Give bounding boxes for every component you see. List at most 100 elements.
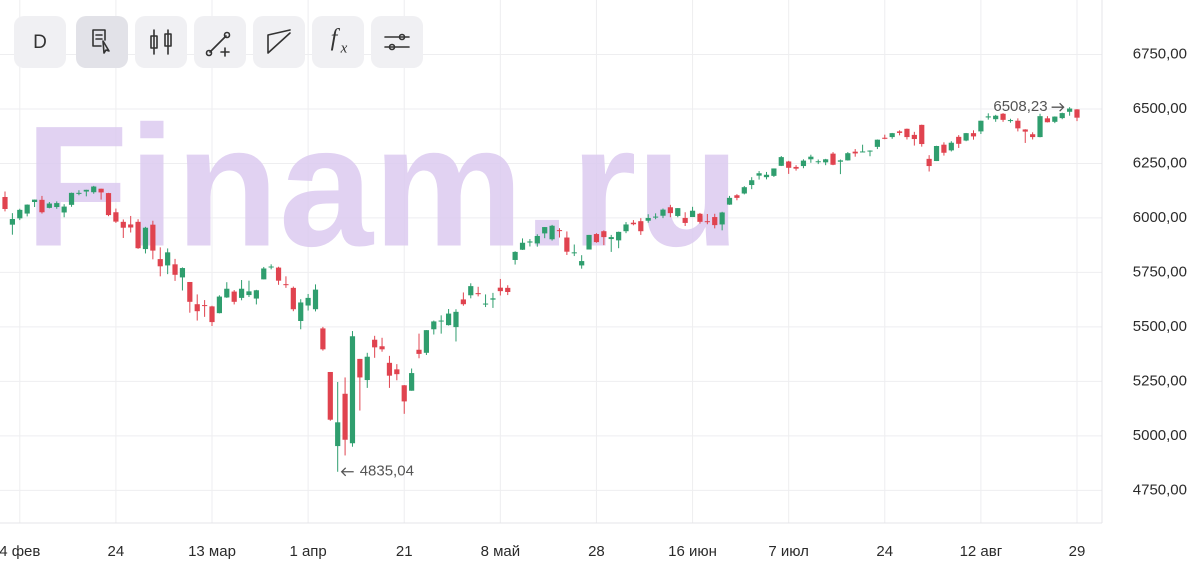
candle-body xyxy=(593,234,600,243)
draw-icon[interactable] xyxy=(209,35,230,57)
candle-body xyxy=(845,153,851,161)
x-tick-label: 8 май xyxy=(481,543,521,560)
candle-body xyxy=(852,151,858,154)
button-bg[interactable] xyxy=(312,16,364,68)
draw-icon-dot[interactable] xyxy=(205,49,213,57)
candle-body xyxy=(1000,113,1006,120)
candle-body xyxy=(734,195,740,198)
draw-icon-dot[interactable] xyxy=(223,31,231,39)
candle-body xyxy=(800,160,807,167)
settings-knob[interactable] xyxy=(398,33,406,41)
candle-body xyxy=(993,115,999,120)
candle-body xyxy=(697,213,703,222)
y-tick-label: 6750,00 xyxy=(1133,45,1187,62)
candle-body xyxy=(808,156,814,160)
interval-label[interactable]: D xyxy=(33,32,47,53)
candle-body xyxy=(571,252,577,254)
candle-body xyxy=(312,289,319,310)
candle-body xyxy=(438,320,444,322)
button-bg[interactable] xyxy=(76,16,128,68)
candle-body xyxy=(357,358,363,378)
candle-body xyxy=(719,212,725,225)
candle-body xyxy=(586,234,592,250)
candles-icon[interactable] xyxy=(150,29,172,55)
annotate-icon[interactable] xyxy=(92,29,110,54)
candle-body xyxy=(335,422,341,447)
candle-body xyxy=(165,252,171,266)
candle-body xyxy=(216,296,222,314)
candle-body xyxy=(1044,118,1051,123)
candle-body xyxy=(460,299,466,305)
y-tick-label: 4750,00 xyxy=(1133,481,1187,498)
candle-body xyxy=(128,224,134,228)
candle-body xyxy=(327,371,333,420)
high-arrow xyxy=(1051,102,1065,112)
candle-body xyxy=(409,373,415,391)
button-bg[interactable] xyxy=(135,16,187,68)
fib-button[interactable] xyxy=(253,16,305,68)
candle-body xyxy=(39,199,45,213)
candle-body xyxy=(135,221,141,249)
candle-body xyxy=(46,203,52,208)
x-tick-label: 16 июн xyxy=(668,543,717,560)
candle-body xyxy=(667,207,673,214)
button-bg[interactable] xyxy=(14,16,66,68)
candle-body xyxy=(771,168,777,176)
x-tick-label: 21 xyxy=(396,543,413,560)
candle-body xyxy=(763,174,770,178)
candle-body xyxy=(187,281,193,302)
candle-body xyxy=(542,227,548,234)
candle-body xyxy=(778,157,784,166)
candle-body xyxy=(534,236,540,244)
formula-f[interactable]: f xyxy=(331,26,341,52)
candle-body xyxy=(194,304,200,312)
x-tick-label: 7 июл xyxy=(768,543,809,560)
interval-button[interactable]: D xyxy=(14,16,66,68)
candle-body xyxy=(268,266,274,268)
candle-body xyxy=(468,286,474,296)
x-tick-label: 1 апр xyxy=(289,543,326,560)
formula-x[interactable]: x xyxy=(340,40,348,56)
candle-body xyxy=(860,151,866,153)
toolbar: D f x xyxy=(14,16,423,68)
candle-body xyxy=(372,339,378,348)
candle-body xyxy=(475,293,481,295)
candle-body xyxy=(386,362,393,376)
candle-body xyxy=(231,291,237,302)
candle-body xyxy=(756,173,762,176)
candle-body xyxy=(941,144,947,153)
candle-body xyxy=(1074,109,1080,118)
draw-button[interactable] xyxy=(194,16,246,68)
candle-body xyxy=(24,204,30,214)
candle-body xyxy=(919,124,925,145)
x-tick-label: 28 xyxy=(588,543,605,560)
annotate-button[interactable] xyxy=(76,16,128,68)
settings-button[interactable] xyxy=(371,16,423,68)
candle-body xyxy=(505,287,511,293)
candle-body xyxy=(202,305,208,307)
candle-body xyxy=(911,134,917,140)
candle-body xyxy=(416,349,422,354)
candle-body xyxy=(519,242,526,250)
candles-button[interactable] xyxy=(135,16,187,68)
candle-body xyxy=(342,393,348,440)
fib-icon[interactable] xyxy=(267,29,291,54)
candle-body xyxy=(394,369,400,375)
candle-body xyxy=(985,116,991,118)
candle-body xyxy=(238,288,245,298)
low-annotation: 4835,04 xyxy=(360,463,414,480)
candle-body xyxy=(1067,108,1073,112)
candle-body xyxy=(1059,113,1065,119)
x-tick-label: 12 авг xyxy=(960,543,1003,560)
settings-knob[interactable] xyxy=(388,43,396,51)
candle-body xyxy=(91,186,97,193)
candle-body xyxy=(623,224,629,232)
candle-body xyxy=(616,231,622,241)
candle-body xyxy=(1022,129,1028,132)
candle-body xyxy=(305,297,311,306)
candle-body xyxy=(431,321,437,330)
button-bg[interactable] xyxy=(371,16,423,68)
formula-button[interactable]: f x xyxy=(312,16,364,68)
